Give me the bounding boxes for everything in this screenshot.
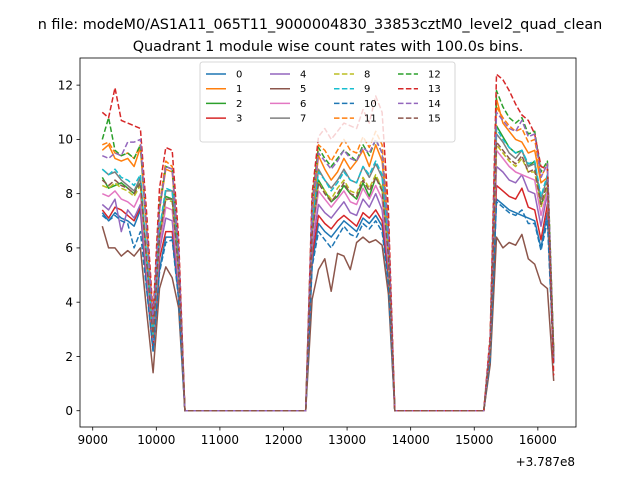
legend-label-8: 8 — [364, 70, 370, 81]
legend-label-14: 14 — [428, 99, 441, 110]
legend-label-1: 1 — [236, 84, 242, 95]
plot-area — [101, 73, 555, 412]
legend-box — [199, 61, 456, 143]
y-tick-label: 0 — [65, 404, 73, 418]
figure-suptitle: n file: modeM0/AS1A11_065T11_9000004830_… — [38, 17, 603, 33]
series-line-15 — [101, 141, 555, 412]
legend-label-12: 12 — [428, 70, 441, 81]
legend-label-13: 13 — [428, 84, 441, 95]
series-line-14 — [102, 111, 555, 412]
x-tick-label: 13000 — [328, 433, 366, 447]
legend-label-7: 7 — [300, 114, 306, 125]
y-tick-label: 10 — [58, 133, 73, 147]
y-tick-label: 6 — [65, 241, 73, 255]
axes-frame — [79, 57, 577, 428]
y-tick-label: 12 — [58, 78, 73, 92]
x-tick-label: 12000 — [264, 433, 302, 447]
legend-label-11: 11 — [364, 114, 377, 125]
x-tick-label: 16000 — [519, 433, 557, 447]
x-axis-offset-label: +3.787e8 — [516, 455, 575, 469]
y-tick-label: 2 — [65, 350, 73, 364]
legend-label-5: 5 — [300, 84, 306, 95]
axes-title: Quadrant 1 module wise count rates with … — [133, 39, 524, 55]
legend-label-6: 6 — [300, 99, 306, 110]
series-line-11 — [102, 106, 555, 412]
x-tick-label: 10000 — [137, 433, 175, 447]
x-tick-label: 11000 — [201, 433, 239, 447]
legend-label-3: 3 — [236, 114, 242, 125]
axes: 9000 10000 11000 12000 13000 14000 15000 16000 0… — [58, 57, 577, 447]
legend-label-10: 10 — [364, 99, 377, 110]
legend-label-15: 15 — [428, 114, 441, 125]
legend-label-4: 4 — [300, 70, 306, 81]
x-tick-label: 15000 — [455, 433, 493, 447]
x-tick-label: 14000 — [392, 433, 430, 447]
legend-label-2: 2 — [236, 99, 242, 110]
legend-label-9: 9 — [364, 84, 370, 95]
series-group — [101, 73, 555, 412]
y-tick-label: 4 — [65, 295, 73, 309]
y-tick-label: 8 — [65, 187, 73, 201]
x-tick-label: 9000 — [77, 433, 108, 447]
legend-label-0: 0 — [236, 70, 242, 81]
